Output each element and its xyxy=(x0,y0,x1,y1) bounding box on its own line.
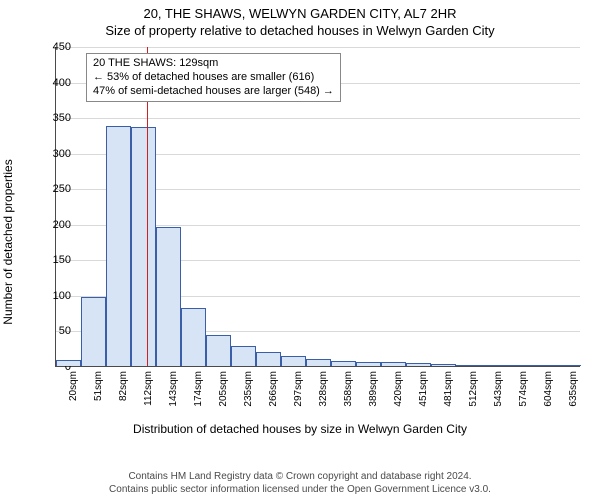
histogram-bar xyxy=(106,126,131,366)
x-tick-label: 451sqm xyxy=(418,371,429,407)
annotation-line-2: ← 53% of detached houses are smaller (61… xyxy=(93,71,334,85)
title-line-1: 20, THE SHAWS, WELWYN GARDEN CITY, AL7 2… xyxy=(0,6,600,23)
histogram-bar xyxy=(456,365,481,366)
title-line-2: Size of property relative to detached ho… xyxy=(0,23,600,40)
y-tick-label: 300 xyxy=(43,148,71,160)
histogram-bar xyxy=(556,365,581,366)
histogram-bar xyxy=(481,365,506,366)
y-tick-label: 150 xyxy=(43,254,71,266)
y-tick-label: 50 xyxy=(43,325,71,337)
x-tick-label: 20sqm xyxy=(68,371,79,401)
chart-area: Number of detached properties 20 THE SHA… xyxy=(0,42,600,442)
histogram-bar xyxy=(406,363,431,366)
histogram-bar xyxy=(331,361,356,366)
gridline xyxy=(56,118,580,119)
y-tick-label: 250 xyxy=(43,183,71,195)
x-tick-label: 481sqm xyxy=(443,371,454,407)
annotation-box: 20 THE SHAWS: 129sqm ← 53% of detached h… xyxy=(86,53,341,102)
x-tick-label: 420sqm xyxy=(393,371,404,407)
x-tick-label: 574sqm xyxy=(518,371,529,407)
x-tick-label: 604sqm xyxy=(543,371,554,407)
histogram-bar xyxy=(81,297,106,366)
plot-region: 20 THE SHAWS: 129sqm ← 53% of detached h… xyxy=(55,47,580,367)
x-axis-label: Distribution of detached houses by size … xyxy=(133,422,467,436)
annotation-line-3: 47% of semi-detached houses are larger (… xyxy=(93,85,334,99)
x-tick-label: 266sqm xyxy=(268,371,279,407)
x-tick-label: 112sqm xyxy=(143,371,154,406)
x-tick-label: 297sqm xyxy=(293,371,304,407)
histogram-bar xyxy=(156,227,181,366)
histogram-bar xyxy=(531,365,556,366)
x-tick-label: 512sqm xyxy=(468,371,479,407)
x-tick-label: 205sqm xyxy=(218,371,229,407)
x-tick-label: 635sqm xyxy=(568,371,579,407)
footer-attribution: Contains HM Land Registry data © Crown c… xyxy=(0,470,600,496)
histogram-bar xyxy=(231,346,256,366)
histogram-bar xyxy=(181,308,206,366)
y-tick-label: 400 xyxy=(43,77,71,89)
x-tick-label: 82sqm xyxy=(118,371,129,401)
gridline xyxy=(56,47,580,48)
y-tick-label: 100 xyxy=(43,290,71,302)
histogram-bar xyxy=(431,364,456,366)
histogram-bar xyxy=(506,365,531,366)
x-tick-label: 51sqm xyxy=(93,371,104,401)
histogram-bar xyxy=(381,362,406,366)
y-tick-label: 350 xyxy=(43,112,71,124)
x-tick-label: 358sqm xyxy=(343,371,354,407)
histogram-bar xyxy=(256,352,281,366)
x-tick-label: 174sqm xyxy=(193,371,204,407)
x-tick-label: 328sqm xyxy=(318,371,329,407)
x-tick-label: 389sqm xyxy=(368,371,379,407)
histogram-bar xyxy=(281,356,306,366)
y-axis-label: Number of detached properties xyxy=(1,159,15,324)
x-tick-label: 143sqm xyxy=(168,371,179,407)
footer-line-2: Contains public sector information licen… xyxy=(0,483,600,496)
histogram-bar xyxy=(306,359,331,366)
annotation-line-1: 20 THE SHAWS: 129sqm xyxy=(93,57,334,71)
y-tick-label: 450 xyxy=(43,41,71,53)
histogram-bar xyxy=(131,127,156,366)
x-tick-label: 543sqm xyxy=(493,371,504,407)
chart-title-block: 20, THE SHAWS, WELWYN GARDEN CITY, AL7 2… xyxy=(0,0,600,40)
y-tick-label: 200 xyxy=(43,219,71,231)
x-tick-label: 235sqm xyxy=(243,371,254,407)
histogram-bar xyxy=(56,360,81,366)
histogram-bar xyxy=(356,362,381,366)
histogram-bar xyxy=(206,335,231,366)
footer-line-1: Contains HM Land Registry data © Crown c… xyxy=(0,470,600,483)
